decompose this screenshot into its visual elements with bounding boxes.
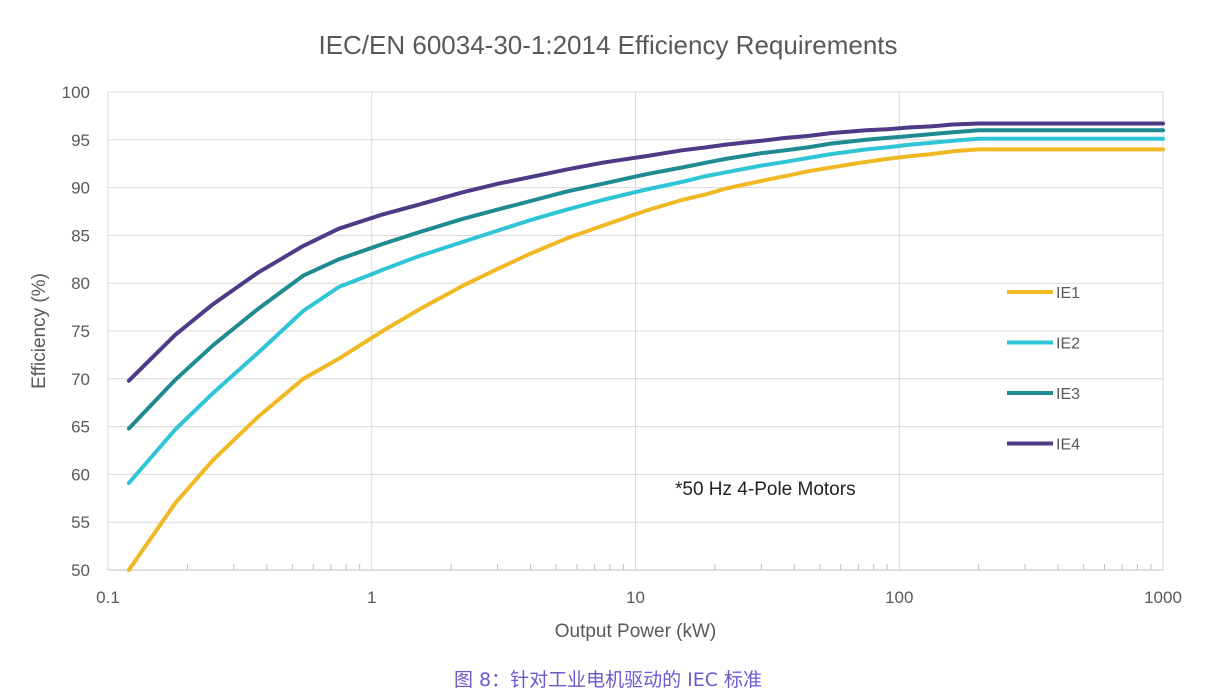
x-tick-label: 10	[626, 588, 645, 607]
x-tick-label: 1000	[1144, 588, 1182, 607]
legend-label-ie2: IE2	[1056, 336, 1080, 353]
y-tick-label: 70	[71, 370, 90, 389]
series-line-ie4	[126, 121, 1165, 383]
y-tick-label: 55	[71, 513, 90, 532]
y-tick-label: 95	[71, 131, 90, 150]
chart-annotation: *50 Hz 4-Pole Motors	[675, 479, 856, 500]
y-axis-label: Efficiency (%)	[29, 273, 50, 389]
figure-caption: 图 8：针对工业电机驱动的 IEC 标准	[453, 669, 763, 691]
x-tick-label: 100	[885, 588, 913, 607]
legend-label-ie1: IE1	[1056, 285, 1080, 302]
y-tick-label: 90	[71, 179, 90, 198]
series-line-ie1	[126, 147, 1165, 572]
x-tick-label: 0.1	[96, 588, 120, 607]
y-tick-label: 50	[71, 561, 90, 580]
series-line-ie2	[126, 136, 1165, 485]
y-tick-label: 65	[71, 418, 90, 437]
legend-label-ie4: IE4	[1056, 437, 1080, 454]
series-line-ie3	[126, 128, 1165, 431]
x-tick-label: 1	[367, 588, 376, 607]
y-tick-label: 85	[71, 226, 90, 245]
x-axis-label: Output Power (kW)	[555, 621, 717, 642]
chart-title: IEC/EN 60034-30-1:2014 Efficiency Requir…	[318, 30, 898, 60]
y-tick-label: 100	[62, 83, 90, 102]
y-tick-label: 75	[71, 322, 90, 341]
y-tick-label: 60	[71, 465, 90, 484]
legend-label-ie3: IE3	[1056, 386, 1080, 403]
y-tick-label: 80	[71, 274, 90, 293]
